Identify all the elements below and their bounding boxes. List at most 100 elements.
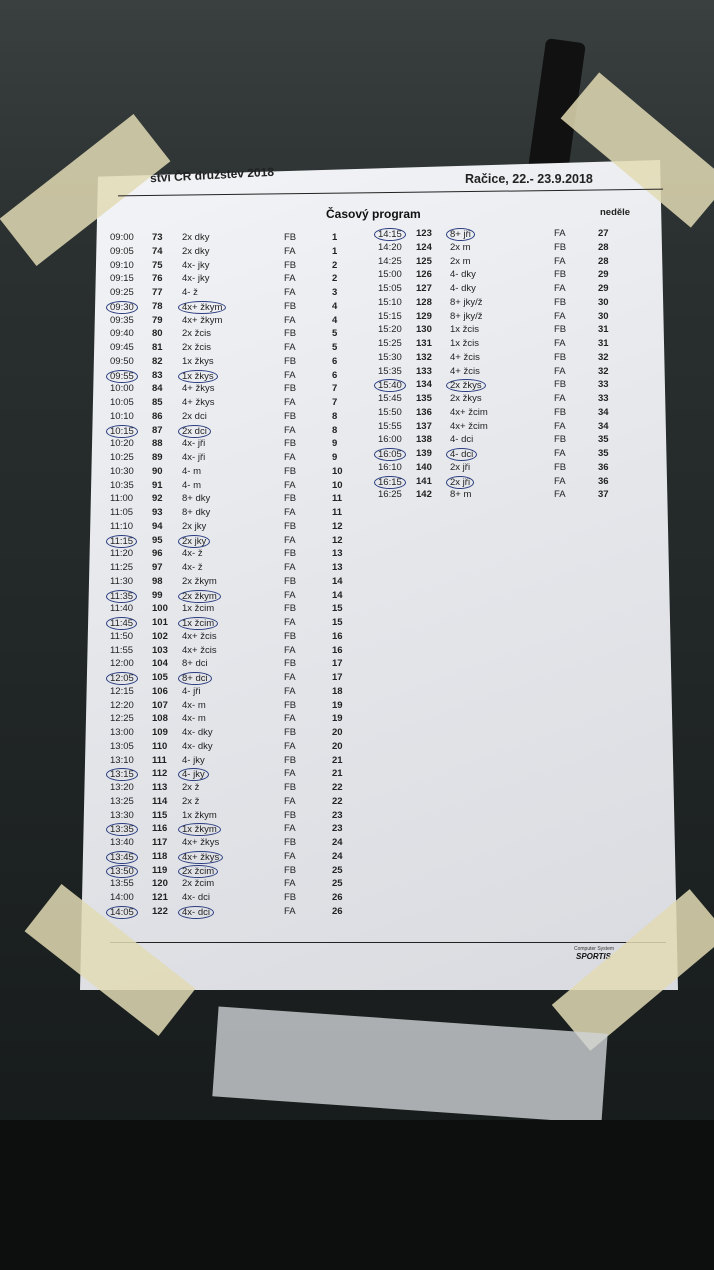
category: 1x žcis [450,338,480,349]
lane: FA [284,685,296,697]
category: 2x jky [182,520,207,532]
heat: 35 [598,448,609,459]
heat: 36 [598,475,609,487]
lane: FA [284,479,296,491]
lane: FB [554,406,567,418]
lane: FB [554,461,567,473]
race-number: 92 [152,493,163,505]
category: 4- ž [182,287,198,298]
race-number: 110 [152,740,168,752]
heat: 22 [332,795,343,807]
heat: 33 [598,379,609,391]
heat: 34 [598,420,609,432]
time: 15:35 [378,365,402,377]
heat: 16 [332,630,343,642]
time: 10:30 [110,465,134,477]
heat: 35 [598,434,609,446]
lane: FB [284,630,297,642]
race-number: 88 [152,438,163,450]
day-label: neděle [600,207,631,218]
category: 2x m [450,255,471,267]
race-number: 118 [152,850,168,862]
time: 11:35 [106,589,138,603]
race-number: 114 [152,795,168,807]
heat: 30 [598,296,609,308]
category: 1x žcim [182,603,215,615]
lane: FB [284,465,297,477]
lane: FA [554,228,566,239]
time: 10:35 [110,479,134,491]
heat: 21 [332,768,343,780]
category: 2x ž [182,782,200,793]
heat: 25 [332,878,343,890]
heat: 32 [598,365,609,377]
heat: 26 [332,905,343,917]
lane: FA [554,310,566,322]
lane: FA [284,397,296,408]
category: 4x+ žcim [450,420,488,432]
time: 09:50 [110,355,134,367]
race-number: 105 [152,672,168,683]
lane: FB [284,438,297,450]
lane: FB [284,658,297,670]
time: 10:25 [110,452,134,463]
time: 14:15 [374,228,406,241]
race-number: 100 [152,603,168,615]
lane: FA [284,424,296,436]
heat: 15 [332,617,343,628]
race-number: 101 [152,617,168,628]
lane: FB [284,754,297,766]
category: 4x- ž [182,562,203,573]
race-number: 117 [152,837,168,848]
category: 4x- jky [182,259,210,271]
race-number: 115 [152,809,168,821]
heat: 8 [332,424,338,436]
category: 4x- dci [182,892,210,903]
time: 11:15 [106,534,138,548]
category: 4- dky [450,269,476,281]
time: 10:10 [110,410,134,422]
heat: 5 [332,328,338,340]
heat: 9 [332,452,338,463]
heat: 15 [332,603,343,615]
race-number: 97 [152,562,163,573]
heat: 13 [332,562,343,573]
time: 12:05 [106,672,138,685]
race-number: 136 [416,406,432,418]
heat: 20 [332,740,343,752]
race-number: 132 [416,351,432,363]
category: 4- m [182,465,201,477]
time: 13:05 [110,740,134,752]
time: 11:05 [110,507,134,518]
time: 10:00 [110,383,134,395]
time: 10:20 [110,438,134,450]
race-number: 142 [416,489,432,501]
time: 14:20 [378,241,402,253]
heat: 31 [598,338,609,349]
category: 4- jky [178,768,209,782]
time: 09:00 [110,232,134,243]
time: 13:50 [106,864,138,878]
lane: FB [554,324,567,336]
lane: FB [284,355,297,367]
category: 2x žkym [178,589,221,603]
time: 09:35 [110,314,134,326]
heat: 37 [598,489,609,501]
category: 8+ jky/ž [450,310,483,322]
lane: FB [284,837,297,848]
heat: 21 [332,754,343,766]
category: 4- dky [450,283,476,294]
heat: 11 [332,507,343,518]
race-number: 120 [152,878,168,890]
heat: 19 [332,699,343,711]
race-number: 91 [152,479,163,491]
category: 1x žkys [178,369,218,383]
race-number: 90 [152,465,163,477]
category: 8+ dci [178,672,212,685]
category: 4- m [182,479,201,491]
category: 8+ dky [182,507,211,518]
race-number: 138 [416,434,432,446]
time: 16:05 [374,448,406,461]
time: 16:15 [374,475,406,489]
race-number: 93 [152,507,163,518]
